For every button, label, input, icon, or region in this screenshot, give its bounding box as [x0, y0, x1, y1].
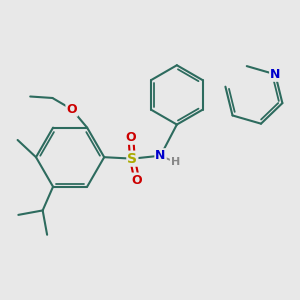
Text: O: O: [66, 103, 77, 116]
Text: H: H: [171, 157, 180, 167]
Text: N: N: [270, 68, 280, 81]
Text: O: O: [126, 131, 136, 144]
Text: S: S: [128, 152, 137, 166]
Text: O: O: [131, 173, 142, 187]
Text: N: N: [155, 149, 166, 162]
